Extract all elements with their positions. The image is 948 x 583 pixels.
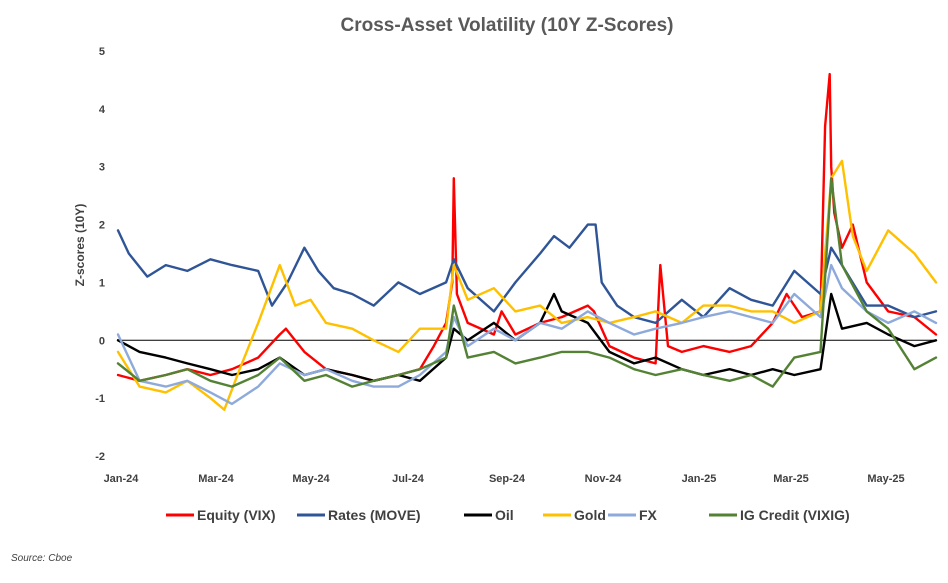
x-tick-label: Mar-25 (773, 473, 808, 485)
chart-title: Cross-Asset Volatility (10Y Z-Scores) (341, 15, 674, 36)
x-tick-label: May-25 (867, 473, 904, 485)
y-tick-label: -2 (95, 451, 105, 463)
x-axis-ticks: Jan-24 Mar-24 May-24 Jul-24 Sep-24 Nov-24 Jan-… (104, 473, 905, 485)
y-tick-label: -1 (95, 393, 105, 405)
legend-label-oil: Oil (495, 507, 514, 523)
y-tick-label: 2 (99, 220, 105, 232)
legend-label-gold: Gold (574, 507, 606, 523)
x-tick-label: May-24 (292, 473, 330, 485)
y-axis-ticks: 5 4 3 2 1 0 -1 -2 (95, 46, 106, 463)
legend-label-equity-vix: Equity (VIX) (197, 507, 276, 523)
series-line-gold (116, 159, 938, 411)
y-tick-label: 1 (99, 277, 105, 289)
series-lines (116, 72, 938, 411)
series-line-equity-vix (116, 72, 938, 382)
x-tick-label: Jan-25 (682, 473, 717, 485)
series-line-rates-move (116, 223, 938, 325)
series-line-fx (116, 263, 938, 406)
y-tick-label: 4 (99, 104, 106, 116)
series-line-ig-credit-vixig (116, 177, 938, 388)
x-tick-label: Sep-24 (489, 473, 526, 485)
x-tick-label: Jan-24 (104, 473, 140, 485)
legend: Equity (VIX) Rates (MOVE) Oil Gold FX IG Cred… (166, 507, 850, 523)
x-tick-label: Nov-24 (585, 473, 623, 485)
y-tick-label: 3 (99, 162, 105, 174)
y-tick-label: 0 (99, 335, 105, 347)
y-tick-label: 5 (99, 46, 105, 58)
x-tick-label: Mar-24 (198, 473, 234, 485)
y-axis-label: Z-scores (10Y) (73, 204, 87, 287)
x-tick-label: Jul-24 (392, 473, 425, 485)
legend-label-fx: FX (639, 507, 658, 523)
source-note: Source: Cboe (11, 553, 73, 564)
legend-label-ig-credit-vixig: IG Credit (VIXIG) (740, 507, 850, 523)
legend-label-rates-move: Rates (MOVE) (328, 507, 421, 523)
